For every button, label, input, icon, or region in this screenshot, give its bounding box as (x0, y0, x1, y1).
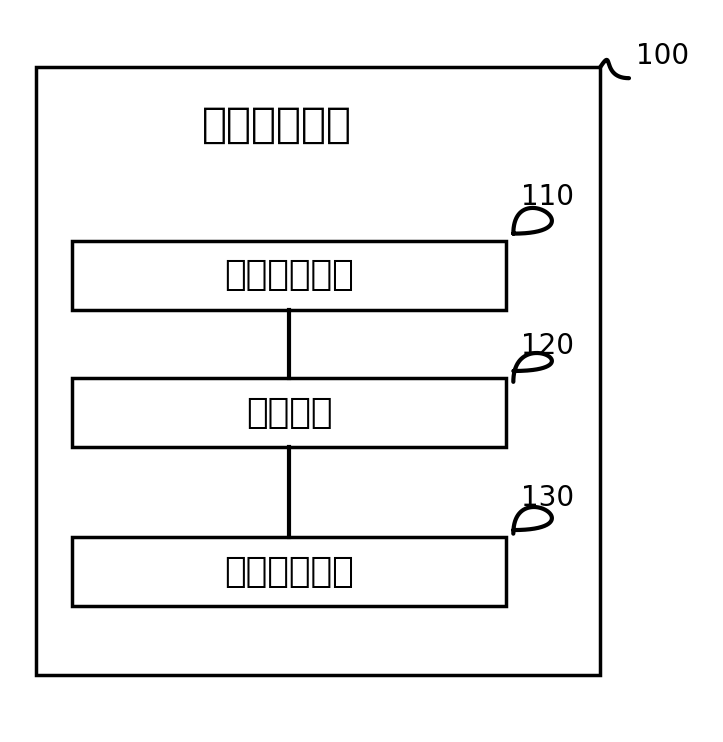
Text: 130: 130 (521, 484, 573, 511)
Bar (72, 537, 506, 606)
Text: 数据处理模块: 数据处理模块 (224, 554, 354, 588)
Text: 焊点定位系统: 焊点定位系统 (202, 104, 352, 146)
Text: 图像采集模块: 图像采集模块 (224, 258, 354, 292)
Bar (72, 241, 506, 309)
Text: 获取模块: 获取模块 (246, 395, 333, 430)
Text: 100: 100 (636, 42, 689, 70)
Text: 120: 120 (521, 332, 573, 360)
Text: 110: 110 (521, 183, 573, 211)
Bar (36, 68, 600, 674)
Bar (72, 378, 506, 447)
